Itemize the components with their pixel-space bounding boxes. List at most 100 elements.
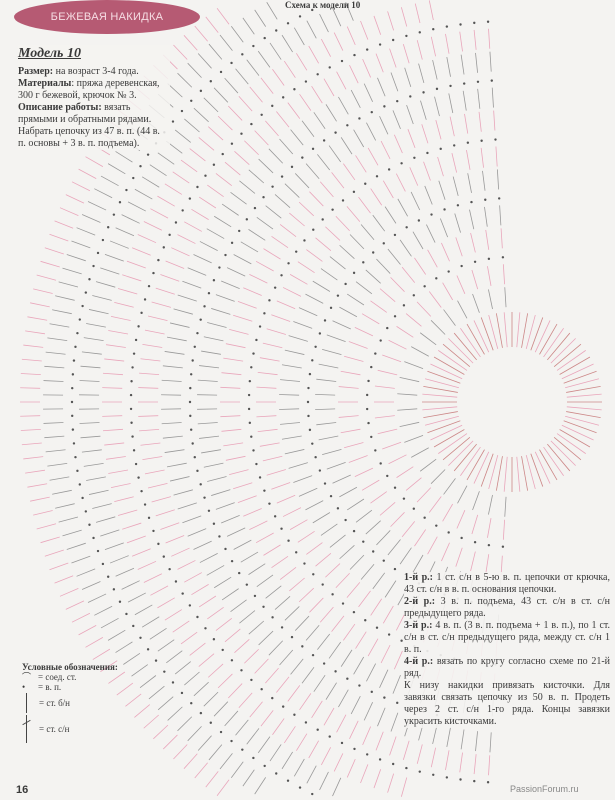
stitch-mark [418,63,425,84]
stitch-mark [382,441,402,450]
chain-mark [334,131,337,134]
stitch-mark [387,539,401,556]
stitch-mark [21,442,42,446]
stitch-mark [387,11,395,31]
stitch-mark [319,771,329,791]
stitch-mark [469,209,475,230]
stitch-mark [254,130,269,146]
stitch-mark [80,365,101,369]
chain-mark [137,476,140,479]
stitch-mark [155,509,175,517]
chain-mark [224,547,227,551]
chain-mark [447,531,450,534]
stitch-mark [362,58,371,78]
stitch-mark [199,553,218,563]
stitch-mark [294,173,310,189]
chain-mark [131,366,134,369]
stitch-mark [47,337,68,342]
stitch-mark [104,253,124,262]
stitch-mark [254,9,267,27]
stitch-mark [229,328,249,335]
stitch-mark [108,469,129,474]
stitch-mark [148,685,165,700]
stitch-mark [543,328,564,358]
chain-mark [230,739,233,743]
stitch-mark [370,300,387,313]
chain-mark [298,15,302,18]
stitch-mark [488,755,491,776]
stitch-mark [242,17,255,35]
legend-text: = ст. б/н [39,698,70,708]
stitch-mark [298,587,314,603]
stitch-mark [281,34,293,53]
stitch-mark [336,71,347,90]
chain-mark [280,626,284,629]
stitch-mark [219,34,233,51]
stitch-mark [239,180,256,194]
chain-mark [387,168,391,171]
stitch-mark [249,520,268,530]
stitch-mark [323,707,335,726]
stitch-mark [426,224,436,243]
stitch-mark [230,761,244,778]
chain-mark [189,386,192,390]
chain-mark [209,80,212,83]
stitch-mark [424,378,459,389]
chain-mark [393,315,397,318]
stitch-mark [459,31,463,52]
stitch-mark [25,330,46,335]
stitch-mark [346,293,365,306]
chain-mark [88,523,91,526]
chain-mark [271,696,274,700]
stitch-mark [174,129,191,143]
stitch-mark [315,393,336,396]
stitch-mark [151,496,171,503]
stitch-mark [151,301,171,308]
stitch-mark [305,163,320,180]
stitch-mark [115,151,133,163]
chain-mark [245,218,249,221]
stitch-mark [203,97,219,113]
stitch-mark [318,435,339,441]
stitch-mark [309,597,324,613]
stitch-mark [167,706,183,721]
stitch-mark [134,604,153,616]
stitch-mark [399,239,412,257]
chain-mark [240,132,243,135]
chain-mark [92,536,95,540]
stitch-mark [419,332,437,346]
chain-mark [445,776,449,779]
chain-mark [204,627,207,630]
stitch-mark [470,232,476,253]
stitch-mark [332,7,342,27]
stitch-mark [348,455,368,463]
stitch-mark [33,510,53,516]
stitch-mark [257,371,278,376]
stitch-mark [140,442,161,446]
stitch-mark [406,105,414,125]
double-crochet-icon [22,715,33,743]
chain-mark [250,366,253,369]
chain-mark [383,696,386,699]
stitch-mark [487,266,492,286]
chain-mark [193,345,196,348]
stitch-mark [88,489,109,495]
stitch-mark [566,406,602,411]
stitch-mark [336,714,347,733]
stitch-mark [78,168,97,179]
stitch-mark [249,701,263,718]
stitch-mark [421,124,429,144]
chain-mark [494,138,497,141]
stitch-mark [240,551,259,563]
stitch-mark [313,674,326,692]
stitch-mark [230,599,247,613]
stitch-mark [449,116,455,137]
chain-mark [190,702,193,705]
desc-label: Описание работы: [18,102,102,113]
chain-mark [209,721,212,724]
chain-mark [271,185,274,188]
stitch-mark [370,598,383,616]
chain-mark [321,583,324,586]
materials-text: : пряжа деревенская, 300 г бежевой, крюч… [18,78,160,101]
chain-mark [308,372,312,376]
